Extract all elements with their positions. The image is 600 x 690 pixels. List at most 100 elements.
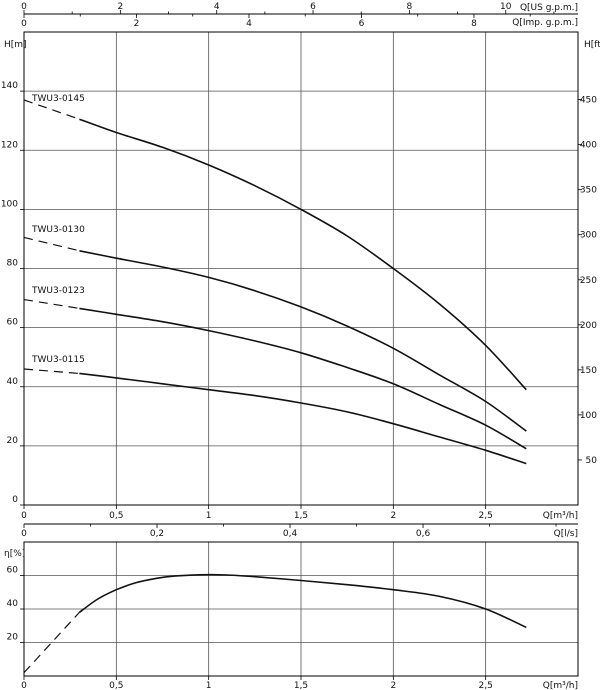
head-curve-2 <box>79 307 527 450</box>
head-point-0-7 <box>393 268 394 269</box>
tick-label-head-ft-0: 50 <box>586 456 598 466</box>
head-point-3-10 <box>526 463 527 464</box>
tick-label-flow-head-5: 2,5 <box>479 511 493 521</box>
tick-label-ls-0: 0 <box>21 529 27 539</box>
series-label-twu3-0115: TWU3-0115 <box>31 355 85 365</box>
tick-label-imp-2: 4 <box>246 19 252 29</box>
head-point-3-8 <box>439 436 440 437</box>
head-point-2-2 <box>162 321 163 322</box>
head-point-1-1 <box>116 258 117 259</box>
head-point-0-1 <box>116 132 117 133</box>
head-point-3-9 <box>485 450 486 451</box>
efficiency-point-0-10 <box>300 580 301 581</box>
head-curve-dashed-3 <box>23 368 80 375</box>
tick-label-head-m-3: 60 <box>7 318 19 328</box>
efficiency-point-0-13 <box>439 596 440 597</box>
tick-label-flow-head-3: 1,5 <box>294 511 308 521</box>
tick-label-us-2: 4 <box>214 2 220 12</box>
head-curve-1 <box>79 250 527 432</box>
head-point-3-3 <box>208 389 209 390</box>
head-point-3-1 <box>116 377 117 378</box>
head-point-0-8 <box>439 303 440 304</box>
series-label-twu3-0130: TWU3-0130 <box>31 225 85 235</box>
series-label-twu3-0145: TWU3-0145 <box>31 94 85 104</box>
tick-label-head-m-1: 20 <box>7 436 19 446</box>
axis-label-efficiency: η[%] <box>4 549 25 559</box>
head-point-1-2 <box>162 266 163 267</box>
head-point-2-1 <box>116 314 117 315</box>
tick-label-us-5: 10 <box>500 2 512 12</box>
head-point-1-0 <box>79 250 80 251</box>
tick-label-us-4: 8 <box>407 2 413 12</box>
tick-label-head-m-6: 120 <box>1 140 18 150</box>
tick-label-head-m-2: 40 <box>7 377 19 387</box>
axis-label-head-ft: H[ft] <box>584 40 600 50</box>
tick-label-ls-3: 0,6 <box>416 529 431 539</box>
tick-label-ls-2: 0,4 <box>283 529 298 539</box>
tick-label-head-ft-3: 200 <box>580 321 597 331</box>
tick-label-imp-4: 8 <box>471 19 477 29</box>
head-point-2-10 <box>526 448 527 449</box>
head-point-2-8 <box>439 404 440 405</box>
head-point-1-5 <box>300 306 301 307</box>
head-point-0-2 <box>162 147 163 148</box>
tick-label-us-1: 2 <box>117 2 123 12</box>
efficiency-point-0-1 <box>97 598 98 599</box>
tick-label-flow-head-4: 2 <box>390 511 396 521</box>
tick-label-us-0: 0 <box>21 2 27 12</box>
head-point-2-3 <box>208 330 209 331</box>
head-curve-dashed-0 <box>23 99 80 120</box>
series-label-twu3-0123: TWU3-0123 <box>31 286 85 296</box>
head-point-2-7 <box>393 383 394 384</box>
tick-label-head-ft-4: 250 <box>580 276 597 286</box>
curves <box>23 99 527 674</box>
head-point-3-2 <box>162 383 163 384</box>
head-point-1-7 <box>393 348 394 349</box>
head-point-2-4 <box>254 340 255 341</box>
axis-label-top-us: Q[US g.p.m.] <box>520 3 578 13</box>
tick-label-eff-0: 20 <box>7 633 19 643</box>
head-point-3-4 <box>254 395 255 396</box>
axis-label-flow-top-chart: Q[m³/h] <box>543 511 578 521</box>
efficiency-point-0-7 <box>208 574 209 575</box>
head-point-3-6 <box>347 411 348 412</box>
efficiency-point-0-0 <box>79 612 80 613</box>
axis-label-top-imp: Q[Imp. g.p.m.] <box>512 18 578 28</box>
tick-label-flow-eff-0: 0 <box>21 681 27 690</box>
tick-label-flow-head-1: 0,5 <box>109 511 123 521</box>
efficiency-point-0-14 <box>485 608 486 609</box>
tick-label-flow-eff-5: 2,5 <box>479 681 493 690</box>
head-point-1-8 <box>439 374 440 375</box>
tick-label-head-ft-5: 300 <box>580 231 597 241</box>
head-point-1-4 <box>254 290 255 291</box>
head-curve-dashed-1 <box>23 236 80 252</box>
tick-label-imp-1: 2 <box>134 19 140 29</box>
efficiency-point-0-12 <box>393 589 394 590</box>
head-point-2-5 <box>300 352 301 353</box>
tick-label-imp-3: 6 <box>359 19 365 29</box>
tick-label-head-ft-8: 450 <box>580 96 597 106</box>
tick-label-flow-head-2: 1 <box>206 511 212 521</box>
efficiency-point-0-3 <box>134 582 135 583</box>
efficiency-curve-dashed-0 <box>23 611 80 674</box>
head-curve-dashed-2 <box>23 298 80 310</box>
head-point-2-0 <box>79 308 80 309</box>
tick-label-head-ft-2: 150 <box>580 366 597 376</box>
tick-label-head-ft-6: 350 <box>580 186 597 196</box>
head-point-2-9 <box>485 425 486 426</box>
head-point-1-6 <box>347 326 348 327</box>
head-point-3-5 <box>300 402 301 403</box>
efficiency-point-0-6 <box>190 575 191 576</box>
axis-label-flow-ls: Q[l/s] <box>554 529 578 539</box>
head-point-0-4 <box>254 185 255 186</box>
tick-label-flow-eff-3: 1,5 <box>294 681 308 690</box>
tick-label-head-m-7: 140 <box>1 81 18 91</box>
tick-label-head-m-4: 80 <box>7 259 19 269</box>
tick-label-head-ft-7: 400 <box>580 141 597 151</box>
head-point-0-6 <box>347 235 348 236</box>
efficiency-point-0-4 <box>153 578 154 579</box>
tick-label-us-3: 6 <box>310 2 316 12</box>
head-point-3-0 <box>79 373 80 374</box>
